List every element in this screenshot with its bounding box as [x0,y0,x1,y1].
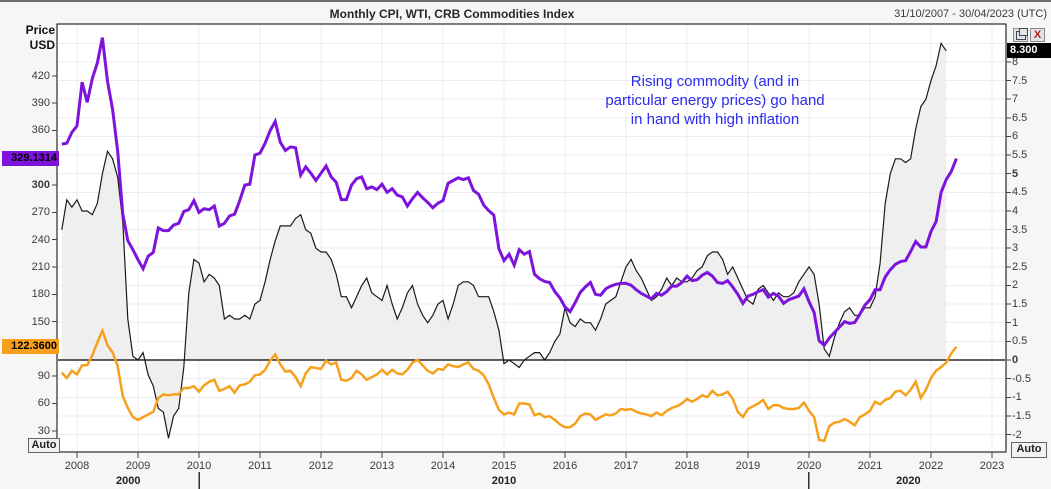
time-scale-year-label: 2011 [248,460,272,472]
left-scale-tick-label: 270 [31,206,50,219]
right-scale-tick-label: -1.5 [1012,409,1031,422]
time-scale-year-label: 2017 [613,460,639,472]
left-axis-unit-line2: USD [29,38,55,52]
right-scale-tick-label: 1 [1012,316,1019,329]
annotation-line: in hand with high inflation [630,111,800,128]
time-scale-year-label: 2010 [186,460,212,472]
chart-annotation: Rising commodity (and in particular ener… [565,72,865,129]
time-scale-decade-label: 2010 [491,475,517,487]
time-scale-year-label: 2020 [796,460,822,472]
time-scale-year-label: 2013 [369,460,395,472]
left-scale-tick-label: 390 [31,97,50,110]
time-scale-year-label: 2008 [64,460,90,472]
plot-border [56,23,1007,453]
close-icon[interactable]: X [1030,28,1045,42]
left-axis-unit-label: Price USD [0,23,55,53]
left-scale-tick-label: 240 [31,233,50,246]
time-scale-year-label: 2021 [857,460,883,472]
chart-title: Monthly CPI, WTI, CRB Commodities Index [329,7,575,21]
annotation-line: Rising commodity (and in [630,73,800,90]
left-scale-tick-label: 90 [37,370,50,383]
time-scale-year-label: 2016 [552,460,578,472]
left-scale-value-badge-wti: 122.3600 [2,338,59,354]
time-scale-year-label: 2012 [308,460,334,472]
series-line-cpi-yoy- [61,41,947,439]
date-range-label: 31/10/2007 - 30/04/2023 (UTC) [894,8,1047,20]
time-scale-decade-label: 2000 [115,475,141,487]
right-scale-tick-label: 4 [1012,204,1019,217]
left-scale-tick-label: 360 [31,124,50,137]
right-scale-value-badge-cpi: 8.300 [1007,42,1051,58]
right-scale-tick-label: 2.5 [1012,260,1028,273]
right-scale-tick-label: -2 [1012,428,1022,441]
right-scale-tick-label: 8 [1012,55,1019,68]
time-scale-year-label: 2015 [491,460,517,472]
time-scale-year-label: 2023 [979,460,1005,472]
left-scale-value-badge-crb: 329.1314 [2,150,59,166]
right-scale-tick-label: 3.5 [1012,223,1028,236]
left-scale-tick-label: 420 [31,69,50,82]
left-scale-tick-label: 210 [31,260,50,273]
cpi-area-fill [61,43,947,439]
left-scale-tick-label: 60 [37,397,50,410]
time-scale-year-label: 2019 [735,460,761,472]
time-scale-year-label: 2009 [125,460,151,472]
restore-window-icon[interactable] [1013,27,1028,42]
right-scale-tick-label: 7 [1012,93,1019,106]
time-scale-year-label: 2018 [674,460,700,472]
right-scale-tick-label: -1 [1012,391,1022,404]
right-scale-tick-label: 1.5 [1012,298,1028,311]
time-scale-year-label: 2014 [430,460,456,472]
time-scale-year-label: 2022 [918,460,944,472]
left-scale-tick-label: 300 [31,179,50,192]
right-scale-tick-label: 5 [1012,167,1019,180]
right-scale-tick-label: 0 [1012,354,1019,366]
right-scale-tick-label: 2 [1012,279,1019,292]
annotation-line: particular energy prices) go hand [605,92,825,109]
right-scale-tick-label: 7.5 [1012,74,1028,87]
time-scale-decade-label: 2020 [896,475,921,487]
left-scale-tick-label: 30 [37,424,50,437]
left-axis-unit-line1: Price [25,23,55,37]
restore-icon [1015,27,1028,40]
left-scale-tick-label: 150 [31,315,50,328]
series-line-wti [60,327,958,443]
right-price-scale[interactable] [1006,24,1051,452]
right-scale-tick-label: 6 [1012,130,1019,143]
right-scale-auto-button[interactable]: Auto [1011,442,1047,458]
series-line-crb-commodities-index [61,37,958,348]
left-scale-auto-button[interactable]: Auto [28,438,60,453]
right-scale-tick-label: 6.5 [1012,111,1028,124]
left-scale-tick-label: 180 [31,288,50,301]
right-scale-tick-label: 4.5 [1012,186,1028,199]
right-scale-tick-label: -0.5 [1012,372,1031,385]
right-scale-tick-label: 5.5 [1012,149,1028,162]
right-scale-tick-label: 3 [1012,242,1019,255]
right-scale-tick-label: 0.5 [1012,335,1028,348]
